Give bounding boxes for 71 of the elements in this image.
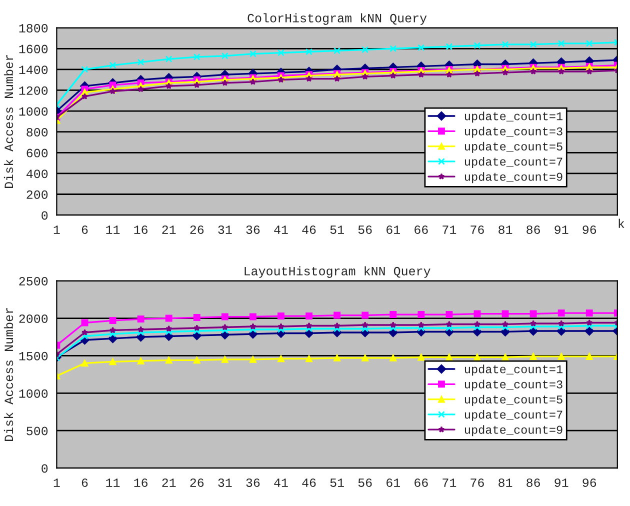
x-tick-label: 11 [106,226,120,234]
x-tick-label: 56 [358,225,372,234]
x-tick-label: 66 [414,478,428,487]
x-tick-label: 76 [470,225,484,234]
x-tick-label: 51 [330,226,344,234]
x-tick-label: 36 [246,225,260,234]
legend-label: update_count=1 [464,112,563,123]
x-tick-label: 31 [218,225,232,234]
x-tick-label: 51 [330,478,344,487]
x-tick-label: 96 [582,478,596,487]
chart-title: ColorHistogram kNN Query [248,13,427,25]
y-tick-label: 400 [26,170,48,178]
x-tick-label: 1 [54,478,60,487]
y-tick-label: 2500 [19,277,48,286]
legend-label: update_count=7 [464,156,562,168]
legend-label: update_count=1 [464,364,563,376]
x-tick-label: 41 [274,226,288,234]
legend-label: update_count=5 [464,394,562,406]
x-tick-label: 26 [190,478,204,487]
x-axis-title: k [618,218,624,228]
legend-label: update_count=7 [464,410,562,421]
y-axis-title: Disk Access Number [4,55,14,188]
y-tick-label: 0 [42,211,48,220]
y-tick-label: 1000 [19,389,48,398]
legend-label: update_count=5 [464,142,562,153]
y-tick-label: 1500 [19,352,48,360]
x-tick-label: 61 [386,478,400,487]
x-tick-label: 91 [554,225,568,234]
x-tick-label: 96 [582,225,596,234]
y-tick-label: 1400 [19,66,48,74]
x-tick-label: 41 [274,478,288,487]
x-tick-label: 46 [302,478,316,487]
x-tick-label: 66 [414,225,428,234]
chart-title: LayoutHistogram kNN Query [244,266,430,278]
x-tick-label: 6 [82,478,88,487]
y-tick-label: 2000 [19,314,48,323]
legend-label: update_count=3 [464,380,562,391]
y-tick-label: 1600 [19,44,48,54]
x-tick-label: 86 [526,225,540,234]
x-tick-label: 76 [470,478,484,487]
x-tick-label: 16 [134,478,148,487]
y-tick-label: 0 [42,464,48,473]
x-tick-label: 61 [386,225,400,234]
y-tick-label: 200 [26,190,48,199]
legend-label: update_count=9 [464,425,562,436]
x-tick-label: 81 [498,478,512,487]
x-tick-label: 1 [54,226,60,234]
legend-label: update_count=9 [464,172,562,184]
x-tick-label: 21 [162,478,176,487]
x-tick-label: 46 [302,225,316,234]
x-tick-label: 36 [246,478,260,487]
x-tick-label: 56 [358,478,372,487]
x-tick-label: 6 [82,225,88,234]
y-tick-label: 1200 [19,86,48,95]
x-tick-label: 71 [442,478,456,487]
x-tick-label: 26 [190,225,204,234]
x-tick-label: 31 [218,478,232,487]
y-tick-label: 600 [26,148,48,158]
x-tick-label: 81 [498,225,512,234]
y-tick-label: 1000 [19,107,48,116]
y-axis-title: Disk Access Number [4,308,14,441]
y-tick-label: 800 [26,128,48,136]
y-tick-label: 500 [26,426,48,436]
x-tick-label: 21 [162,225,176,234]
x-tick-label: 91 [554,478,568,487]
x-tick-label: 71 [442,226,456,234]
x-tick-label: 86 [526,478,540,487]
x-tick-label: 16 [134,225,148,234]
y-tick-label: 1800 [19,24,48,32]
x-tick-label: 11 [106,478,120,487]
legend-label: update_count=3 [464,126,562,138]
